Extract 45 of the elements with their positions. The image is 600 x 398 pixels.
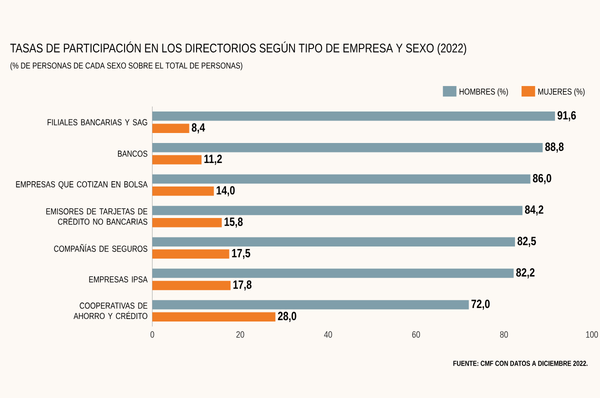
bar	[152, 186, 214, 196]
data-label: 72,0	[471, 300, 490, 310]
x-tick-label: 100	[586, 331, 598, 338]
data-label: 8,4	[192, 123, 205, 134]
y-tick-label: EMPRESAS QUE COTIZAN EN BOLSA	[16, 181, 148, 189]
chart-subtitle: (% DE PERSONAS DE CADA SEXO SOBRE EL TOTAL DE PERSONAS)	[10, 62, 242, 70]
legend-label: HOMBRES (%)	[460, 88, 508, 96]
y-tick-label: FILIALES BANCARIAS Y SAG	[48, 119, 148, 126]
bar	[152, 300, 469, 310]
data-label: 88,8	[545, 142, 564, 153]
y-tick-label: BANCOS	[118, 150, 148, 157]
x-tick-label: 20	[236, 331, 244, 338]
bar	[152, 237, 515, 247]
bar	[152, 249, 230, 259]
bar	[152, 206, 522, 216]
y-tick-label: EMISORES DE TARJETAS DE CRÉDITO NO BANCARIAS	[46, 208, 148, 225]
bar	[152, 268, 514, 278]
data-label: 17,5	[232, 249, 250, 260]
bar	[152, 312, 276, 322]
legend-label: MUJERES (%)	[538, 88, 585, 96]
data-label: 91,6	[558, 111, 576, 122]
x-tick-label: 60	[412, 331, 420, 338]
x-tick-label: 0	[150, 331, 154, 338]
data-label: 82,2	[516, 268, 535, 278]
data-label: 84,2	[525, 205, 544, 216]
bar	[152, 155, 202, 164]
data-label: 17,8	[233, 280, 252, 291]
y-tick-label: EMPRESAS IPSA	[89, 276, 148, 282]
data-label: 11,2	[204, 154, 222, 165]
bar	[152, 174, 530, 184]
y-tick-label: COOPERATIVAS DE AHORRO Y CRÉDITO	[74, 302, 148, 320]
y-tick-label: COMPAÑÍAS DE SEGUROS	[54, 244, 148, 252]
bar	[152, 280, 231, 290]
bar	[152, 218, 222, 228]
data-label: 86,0	[532, 174, 552, 184]
chart-title: TASAS DE PARTICIPACIÓN EN LOS DIRECTORIOS SEGÚN TIPO DE EMPRESA Y SEXO (2022)	[10, 42, 466, 55]
data-label: 15,8	[224, 218, 243, 228]
data-label: 28,0	[278, 312, 296, 322]
data-label: 82,5	[518, 236, 536, 247]
data-label: 14,0	[216, 186, 235, 196]
x-tick-label: 80	[500, 331, 508, 338]
bar	[152, 142, 543, 152]
bar	[152, 112, 555, 121]
bar	[152, 124, 190, 133]
x-tick-label: 40	[324, 331, 332, 338]
